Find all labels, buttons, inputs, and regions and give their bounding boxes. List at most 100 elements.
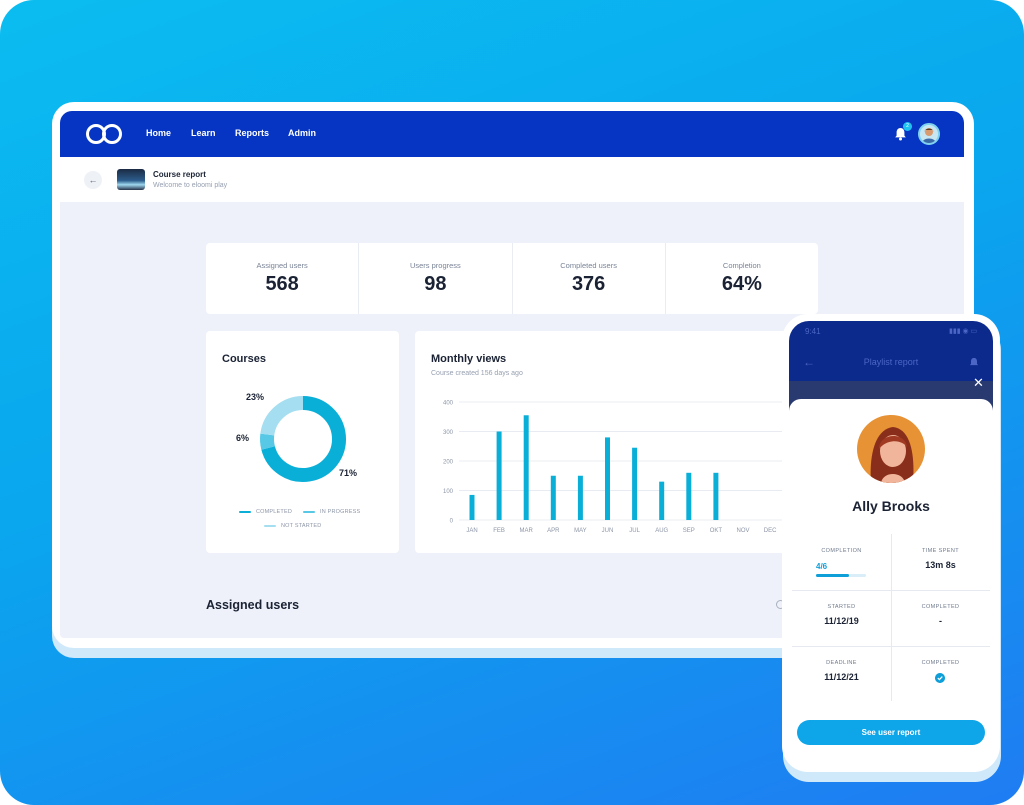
legend-label: COMPLETED xyxy=(256,509,293,515)
y-tick-label: 0 xyxy=(450,519,454,525)
donut-slice-in-progress xyxy=(260,433,275,450)
x-tick-label: MAR xyxy=(520,528,534,534)
monthly-views-card: Monthly views Course created 156 days ag… xyxy=(415,331,835,553)
bar-aug xyxy=(659,481,665,520)
time-spent-label: TIME SPENT xyxy=(921,548,959,554)
bar-jun xyxy=(605,437,610,520)
phone-status-icons: ▮▮▮ ◉ ▭ xyxy=(949,328,978,335)
monthly-views-subtitle: Course created 156 days ago xyxy=(431,370,523,377)
check-circle-icon xyxy=(935,673,945,683)
legend-not-started: NOT STARTED xyxy=(264,523,321,529)
user-avatar[interactable] xyxy=(918,123,940,145)
y-tick-label: 200 xyxy=(443,460,454,466)
deadline-label: DEADLINE xyxy=(826,660,857,666)
completion-progress-bar xyxy=(816,574,866,577)
page-subheader: ← Course report Welcome to eloomi play xyxy=(60,157,964,202)
completed-status-label: COMPLETED xyxy=(921,660,960,666)
legend-swatch xyxy=(303,511,315,513)
x-tick-label: APR xyxy=(547,528,560,534)
stat-label: Users progress xyxy=(409,261,461,270)
monthly-views-bar-chart: 0 100 200 300 400 JAN FEB MAR APR MAY JUN JUL AUG SEP… xyxy=(443,401,835,534)
legend-completed: COMPLETED xyxy=(239,509,292,515)
bar-jul xyxy=(632,447,638,520)
see-user-report-button[interactable]: See user report xyxy=(797,720,985,745)
phone-title: Playlist report xyxy=(863,357,919,367)
deadline-value: 11/12/21 xyxy=(824,672,859,682)
assigned-users-title: Assigned users xyxy=(206,598,300,612)
started-value: 11/12/19 xyxy=(824,616,859,626)
phone-screen: 9:41 ▮▮▮ ◉ ▭ ← Playlist report ✕ Ally Br… xyxy=(789,321,993,765)
completion-cell: COMPLETION 4/6 xyxy=(792,534,891,590)
bar-apr xyxy=(550,475,556,520)
x-tick-label: MAY xyxy=(574,528,587,534)
stat-assigned-users: Assigned users 568 xyxy=(206,243,360,314)
time-spent-value: 13m 8s xyxy=(925,560,956,570)
grid-divider xyxy=(891,534,892,701)
x-tick-label: AUG xyxy=(655,528,668,534)
completion-value: 4/6 xyxy=(816,562,828,571)
nav-learn-link[interactable]: Learn xyxy=(191,128,216,138)
completed-label: COMPLETED xyxy=(921,604,960,610)
donut-slice-not-started xyxy=(260,396,304,436)
x-tick-label: OKT xyxy=(710,528,723,534)
nav-admin-link[interactable]: Admin xyxy=(288,128,316,138)
courses-card: Courses 23% 6% 71% COMPLETED IN PROGRESS… xyxy=(206,331,399,553)
started-label: STARTED xyxy=(827,604,856,610)
stat-value: 64% xyxy=(721,273,762,295)
close-icon[interactable]: ✕ xyxy=(973,375,984,390)
grid-divider xyxy=(792,646,990,647)
top-navigation: Home Learn Reports Admin 2 xyxy=(60,111,964,157)
x-tick-label: SEP xyxy=(683,528,695,534)
profile-photo-icon xyxy=(870,427,914,483)
y-tick-label: 400 xyxy=(443,401,454,407)
completion-progress-fill xyxy=(816,574,850,577)
user-name: Ally Brooks xyxy=(852,498,930,514)
bar-mar xyxy=(523,415,529,520)
phone-back-arrow-icon[interactable]: ← xyxy=(803,355,815,369)
bar-sep xyxy=(686,472,692,520)
legend-swatch xyxy=(239,511,251,513)
user-detail-sheet: Ally Brooks COMPLETION 4/6 TIME SPENT 13… xyxy=(789,399,993,765)
back-button[interactable]: ← xyxy=(84,171,102,189)
notification-bell-icon[interactable] xyxy=(894,127,907,141)
y-tick-label: 100 xyxy=(443,489,454,495)
logo-icon[interactable] xyxy=(84,122,124,146)
completed-value: - xyxy=(939,616,942,626)
donut-label-in-progress: 6% xyxy=(236,433,250,443)
completed-cell: COMPLETED - xyxy=(891,590,990,646)
bar-jan xyxy=(469,494,475,520)
completed-status-cell: COMPLETED xyxy=(891,646,990,702)
avatar-person-icon xyxy=(922,128,936,143)
notification-badge: 2 xyxy=(903,122,912,131)
donut-label-not-started: 23% xyxy=(246,392,265,402)
grid-divider xyxy=(792,590,990,591)
y-tick-label: 300 xyxy=(443,430,454,436)
x-tick-label: NOV xyxy=(736,528,749,534)
profile-avatar xyxy=(857,415,925,483)
x-tick-label: JUL xyxy=(629,528,640,534)
x-tick-label: FEB xyxy=(493,528,505,534)
stat-label: Completed users xyxy=(560,261,617,270)
bar-okt xyxy=(713,472,719,520)
nav-reports-link[interactable]: Reports xyxy=(235,128,270,138)
phone-bell-icon[interactable] xyxy=(969,357,979,368)
stat-completion: Completion 64% xyxy=(666,243,818,314)
user-stats-grid: COMPLETION 4/6 TIME SPENT 13m 8s STARTED… xyxy=(792,534,990,701)
nav-home-link[interactable]: Home xyxy=(146,128,172,138)
started-cell: STARTED 11/12/19 xyxy=(792,590,891,646)
desktop-screen: Home Learn Reports Admin 2 ← Course repo… xyxy=(60,111,964,638)
stat-users-progress: Users progress 98 xyxy=(359,243,513,314)
x-tick-label: JUN xyxy=(602,528,614,534)
stats-bar: Assigned users 568 Users progress 98 Com… xyxy=(206,243,818,314)
page-subtitle: Welcome to eloomi play xyxy=(153,182,228,189)
courses-title: Courses xyxy=(222,353,267,365)
bar-feb xyxy=(496,431,502,520)
donut-label-completed: 71% xyxy=(339,468,358,478)
x-tick-label: DEC xyxy=(764,528,777,534)
deadline-cell: DEADLINE 11/12/21 xyxy=(792,646,891,702)
phone-status-time: 9:41 xyxy=(805,327,821,336)
stat-label: Assigned users xyxy=(256,261,308,270)
monthly-views-title: Monthly views xyxy=(431,353,507,365)
legend-label: IN PROGRESS xyxy=(320,509,361,515)
donut-slice-completed xyxy=(261,396,346,482)
